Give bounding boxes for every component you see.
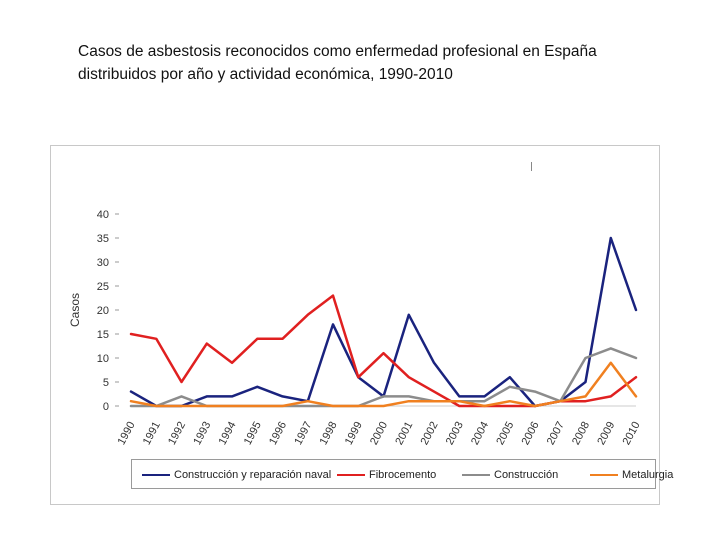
x-tick-label: 2008 xyxy=(570,420,592,447)
y-tick-label: 5 xyxy=(103,377,109,389)
x-tick-label: 1994 xyxy=(217,420,239,447)
y-tick-label: 35 xyxy=(97,233,109,245)
x-tick-label: 2000 xyxy=(368,420,390,447)
x-tick-label: 2002 xyxy=(419,420,441,447)
x-tick-label: 2009 xyxy=(595,420,617,447)
legend-label: Construcción xyxy=(494,469,559,481)
stray-marker xyxy=(531,162,532,171)
x-tick-label: 1999 xyxy=(343,420,365,447)
x-tick-label: 1995 xyxy=(242,420,264,447)
x-tick-label: 2010 xyxy=(621,420,643,447)
x-tick-label: 2005 xyxy=(494,420,516,447)
legend-swatch xyxy=(590,474,618,476)
x-tick-label: 2001 xyxy=(393,420,415,447)
legend-label: Fibrocemento xyxy=(369,469,437,481)
x-tick-label: 2006 xyxy=(520,420,542,447)
x-tick-label: 2004 xyxy=(469,420,491,447)
x-tick-label: 1998 xyxy=(318,420,340,447)
legend-label: Metalurgia xyxy=(622,469,674,481)
x-tick-label: 1992 xyxy=(166,420,188,447)
y-axis-title: Casos xyxy=(68,293,82,327)
y-tick-label: 20 xyxy=(97,305,109,317)
legend-swatch xyxy=(142,474,170,476)
x-tick-label: 2003 xyxy=(444,420,466,447)
chart-legend: Construcción y reparación naval Fibroceme… xyxy=(131,459,673,489)
series-line-4 xyxy=(129,361,638,408)
chart-frame: Casos 0 5 10 15 20 25 30 35 40 1990 1991 1992 1993 199… xyxy=(50,145,673,505)
y-tick-label: 30 xyxy=(97,257,109,269)
legend-entry: Construcción xyxy=(462,467,558,483)
y-tick-label: 0 xyxy=(103,401,109,413)
x-tick-label: 2007 xyxy=(545,420,567,447)
legend-swatch xyxy=(337,474,365,476)
legend-entry: Fibrocemento xyxy=(337,467,436,483)
legend-label: Construcción y reparación naval xyxy=(174,469,332,481)
series-line-1 xyxy=(129,236,638,408)
y-tick-label: 25 xyxy=(97,281,109,293)
legend-entry: Metalurgia xyxy=(590,467,673,483)
y-tick-label: 15 xyxy=(97,329,109,341)
x-tick-label: 1993 xyxy=(191,420,213,447)
x-tick-label: 1997 xyxy=(292,420,314,447)
y-tick-label: 10 xyxy=(97,353,109,365)
legend-swatch xyxy=(462,474,490,476)
x-tick-label: 1996 xyxy=(267,420,289,447)
x-tick-label: 1990 xyxy=(116,420,138,447)
y-tick-label: 40 xyxy=(97,209,109,221)
series-line-2 xyxy=(129,294,638,408)
slide-title: Casos de asbestosis reconocidos como enf… xyxy=(78,43,597,83)
x-tick-label: 1991 xyxy=(141,420,163,447)
legend-entry: Construcción y reparación naval xyxy=(142,467,331,483)
